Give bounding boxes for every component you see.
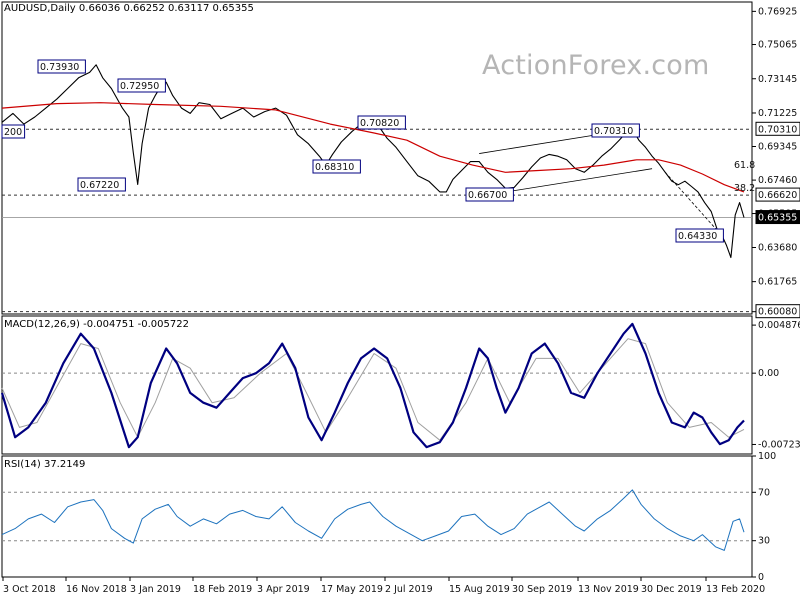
- x-tick-label: 16 Nov 2018: [66, 584, 127, 595]
- x-tick-label: 3 Oct 2018: [3, 584, 56, 595]
- price-y-tick-label: 0.61765: [758, 277, 797, 288]
- label-0.6670-box: [465, 187, 514, 202]
- axis-label-0.60080: 0.60080: [758, 307, 797, 318]
- label-0.6670: 0.66700: [468, 190, 507, 201]
- price-y-tick-label: 0.73145: [758, 74, 797, 85]
- symbol: AUDUSD: [4, 3, 48, 14]
- ohlc-values: 0.66036 0.66252 0.63117 0.65355: [78, 3, 254, 14]
- x-tick-label: 30 Dec 2019: [641, 584, 702, 595]
- moving-average-line: [1, 102, 745, 193]
- label-0.6433-box: [675, 228, 724, 243]
- x-tick-label: 13 Feb 2020: [706, 584, 765, 595]
- label-0.7082-box: [357, 115, 406, 130]
- fib-61.8-label: 61.8: [734, 160, 755, 171]
- price-pane-frame: [1, 1, 753, 315]
- axis-label-0.66620-box: [755, 187, 800, 202]
- label-0.7393-box: [37, 59, 86, 74]
- label-0.6433: 0.64330: [678, 231, 717, 242]
- rsi-y-tick-label: 0: [758, 572, 764, 583]
- x-tick-label: 17 May 2019: [321, 584, 383, 595]
- timeframe: Daily: [50, 3, 76, 14]
- rsi-pane-frame: [1, 455, 753, 578]
- fib-38.2-label: 38.2: [734, 183, 755, 194]
- price-y-tick-label: 0.75065: [758, 40, 797, 51]
- price-y-tick-label: 0.71225: [758, 108, 797, 119]
- price-y-tick-label: 0.76925: [758, 6, 797, 17]
- rsi-y-tick-label: 70: [758, 487, 770, 498]
- price-y-tick-label: 0.63680: [758, 242, 797, 253]
- axis-label-0.70310: 0.70310: [758, 124, 797, 135]
- label-0.6831: 0.68310: [315, 162, 354, 173]
- axis-label-0.60080-box: [755, 304, 800, 319]
- macd-y-tick-label: 0.004876: [758, 320, 800, 331]
- price-header: AUDUSD,Daily 0.66036 0.66252 0.63117 0.6…: [4, 3, 254, 14]
- axis-label-0.65355: 0.65355: [758, 213, 797, 224]
- x-tick-label: 18 Feb 2019: [193, 584, 252, 595]
- fib-projection-line: [664, 171, 723, 237]
- label-0.7031-box: [591, 123, 640, 138]
- axis-label-0.66620: 0.66620: [758, 190, 797, 201]
- x-tick-label: 2 Jul 2019: [385, 584, 433, 595]
- x-tick-label: 3 Jan 2019: [130, 584, 181, 595]
- signal-line: [1, 338, 745, 441]
- label-0.7393: 0.73930: [40, 62, 79, 73]
- label-0.6831-box: [312, 159, 361, 174]
- rsi-header: RSI(14) 37.2149: [4, 459, 86, 470]
- x-tick-label: 13 Nov 2019: [578, 584, 639, 595]
- watermark: ActionForex.com: [482, 50, 710, 81]
- axis-label-0.65355-box: [755, 210, 800, 225]
- macd-y-tick-label: -0.007232: [758, 439, 800, 450]
- label-clipped-7200-box: [1, 124, 26, 139]
- macd-line: [0, 322, 745, 449]
- x-tick-label: 3 Apr 2019: [257, 584, 310, 595]
- macd-y-tick-label: 0.00: [758, 368, 779, 379]
- label-0.7295: 0.72950: [120, 81, 159, 92]
- rsi-y-tick-label: 100: [758, 451, 776, 462]
- x-tick-label: 15 Aug 2019: [449, 584, 510, 595]
- rsi-y-tick-label: 30: [758, 536, 770, 547]
- label-0.7082: 0.70820: [360, 118, 399, 129]
- label-0.6722: 0.67220: [80, 180, 119, 191]
- axis-label-0.70310-box: [755, 121, 800, 136]
- rsi-line: [1, 489, 745, 551]
- macd-header: MACD(12,26,9) -0.004751 -0.005722: [4, 319, 189, 330]
- label-0.7031: 0.70310: [594, 126, 633, 137]
- price-y-tick-label: 0.69345: [758, 142, 797, 153]
- label-clipped-7200: 200: [4, 127, 22, 138]
- macd-pane-frame: [1, 315, 753, 455]
- price-line: [1, 64, 745, 259]
- channel-lower-line: [500, 168, 653, 194]
- price-y-tick-label: 0.67460: [758, 175, 797, 186]
- label-0.7295-box: [117, 78, 166, 93]
- label-0.6722-box: [77, 177, 126, 192]
- x-tick-label: 30 Sep 2019: [512, 584, 572, 595]
